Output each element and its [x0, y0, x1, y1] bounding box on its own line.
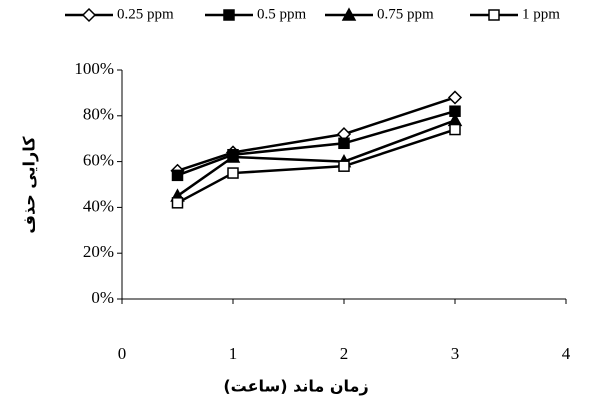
legend-marker	[81, 7, 97, 23]
x-tick-label: 4	[562, 344, 571, 363]
legend-marker	[341, 7, 357, 21]
data-point	[171, 169, 184, 182]
series-line	[176, 128, 456, 204]
data-point	[171, 197, 184, 209]
legend-marker	[488, 9, 500, 21]
y-tick-label: 80%	[83, 105, 114, 124]
legend-label: 0.75 ppm	[377, 6, 434, 22]
legend-marker	[223, 9, 235, 21]
data-point	[225, 149, 241, 163]
y-tick-label: 60%	[83, 151, 114, 170]
data-point	[447, 90, 463, 105]
data-point	[227, 167, 239, 179]
legend-label: 1 ppm	[522, 6, 560, 22]
y-tick-label: 100%	[74, 59, 114, 78]
series-line	[176, 119, 456, 197]
data-point	[338, 160, 350, 172]
series-line	[177, 96, 456, 172]
y-tick-label: 20%	[83, 242, 114, 261]
x-axis-title: زمان ماند (ساعت)	[223, 377, 368, 396]
data-point	[449, 123, 461, 136]
x-tick-label: 2	[340, 344, 349, 363]
y-axis-title: کارایی حذف	[20, 136, 39, 234]
data-point	[338, 137, 350, 150]
x-tick-label: 3	[451, 344, 460, 363]
series-line	[177, 110, 456, 177]
y-tick-label: 40%	[83, 196, 114, 215]
legend-label: 0.5 ppm	[257, 6, 307, 22]
x-tick-label: 0	[118, 344, 127, 363]
legend-label: 0.25 ppm	[117, 6, 174, 22]
x-tick-label: 1	[229, 344, 238, 363]
y-tick-label: 0%	[91, 288, 114, 307]
